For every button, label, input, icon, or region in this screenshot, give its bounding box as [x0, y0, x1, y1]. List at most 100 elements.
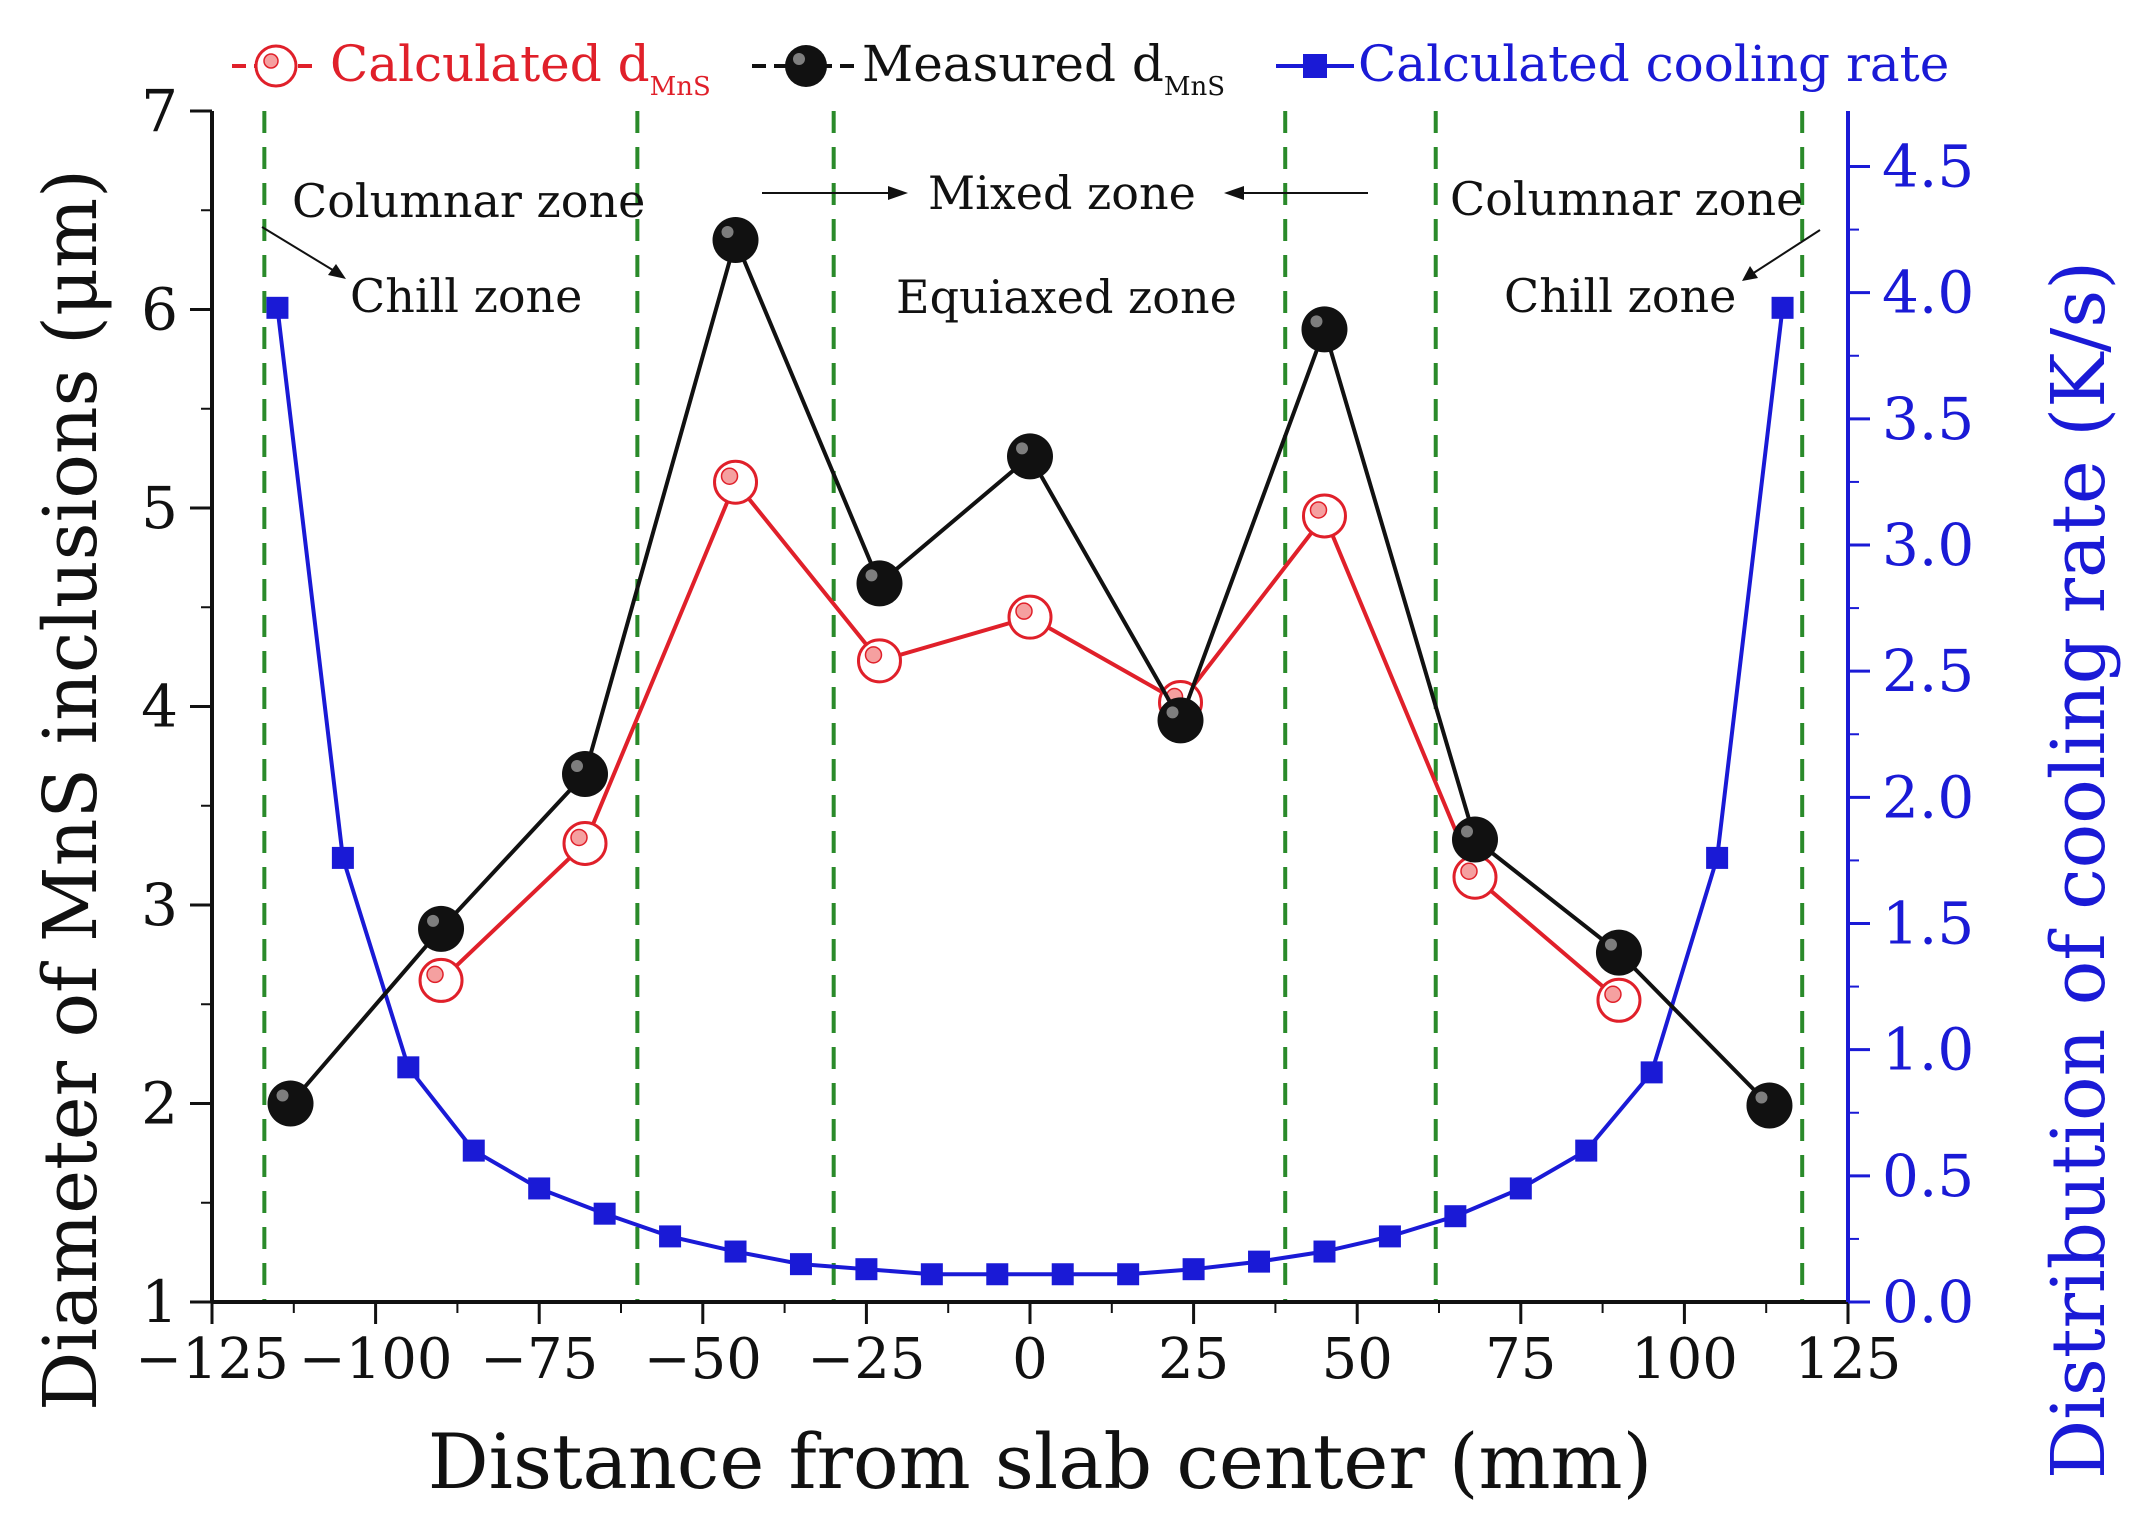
cooling-rate-point: [1117, 1263, 1140, 1286]
x-tick-label: 75: [1485, 1327, 1556, 1392]
right-y-tick-label: 4.0: [1882, 259, 1974, 327]
left-y-axis-title: Diameter of MnS inclusions (μm): [28, 169, 114, 1411]
x-tick-label: −125: [135, 1327, 289, 1392]
left-y-tick-label: 2: [141, 1070, 178, 1138]
x-axis-title: Distance from slab center (mm): [428, 1417, 1653, 1506]
measured-dmns-line: [289, 233, 1771, 1107]
left-y-ticks: 1 2 3 4 5 6 7: [141, 77, 212, 1336]
cooling-rate-point: [920, 1263, 943, 1286]
measured-dmns-point: [712, 217, 759, 264]
left-y-tick-label: 5: [141, 474, 178, 542]
cooling-rate-point: [986, 1263, 1009, 1286]
cooling-rate-point: [528, 1177, 551, 1200]
x-tick-label: 125: [1795, 1327, 1902, 1392]
cooling-rate-point: [1575, 1139, 1598, 1162]
series-calculated-dmns: [418, 459, 1642, 1023]
measured-dmns-point: [856, 560, 903, 607]
calculated-dmns-point-inner: [1604, 985, 1622, 1004]
annotation-chill-right: Chill zone: [1504, 269, 1736, 323]
cooling-rate-point: [593, 1202, 616, 1225]
cooling-rate-point: [1051, 1263, 1074, 1286]
cooling-rate-point: [266, 296, 289, 319]
x-tick-label: −75: [480, 1327, 598, 1392]
right-y-tick-label: 4.5: [1882, 133, 1974, 201]
cooling-rate-point: [1706, 846, 1729, 869]
calculated-dmns-point-inner: [1309, 501, 1328, 519]
right-y-tick-label: 0.5: [1882, 1142, 1974, 1210]
cooling-rate-point: [1313, 1240, 1336, 1263]
x-tick-label: −50: [644, 1327, 762, 1392]
measured-dmns-point-highlight: [1310, 315, 1323, 328]
calculated-dmns-point-inner: [864, 646, 883, 664]
annotation-mixed: Mixed zone: [928, 166, 1196, 220]
cooling-rate-point: [724, 1240, 747, 1263]
measured-dmns-point-highlight: [1016, 442, 1028, 455]
measured-dmns-point: [267, 1080, 314, 1127]
measured-dmns-point-highlight: [427, 914, 440, 927]
annotation-arrowhead-mixed-right: [1224, 186, 1244, 200]
right-y-ticks: 0.0 0.5 1.0 1.5 2.0 2.5 3.0 3.5 4.0 4.5: [1848, 133, 1974, 1336]
measured-dmns-point-highlight: [865, 569, 878, 582]
right-y-axis-title: Distribution of cooling rate (K/s): [2036, 261, 2122, 1479]
legend-marker-calculated-dmns-inner: [263, 53, 279, 69]
cooling-rate-point: [1509, 1177, 1532, 1200]
annotation-arrowhead-right: [1742, 266, 1758, 281]
cooling-rate-point: [855, 1258, 878, 1281]
measured-dmns-point-highlight: [571, 759, 584, 772]
calculated-dmns-line: [439, 478, 1621, 1002]
measured-dmns-point-highlight: [276, 1089, 289, 1102]
measured-dmns-point: [1157, 697, 1204, 744]
cooling-rate-point: [331, 846, 354, 869]
calculated-dmns-point-inner: [1460, 862, 1478, 880]
measured-dmns-point: [1007, 433, 1053, 480]
x-tick-label: −25: [807, 1327, 925, 1392]
cooling-rate-point: [659, 1225, 682, 1248]
cooling-rate-point: [1378, 1225, 1401, 1248]
series-cooling-rate: [266, 296, 1794, 1286]
calculated-dmns-point-inner: [720, 467, 739, 485]
right-y-tick-label: 0.0: [1882, 1268, 1974, 1336]
right-y-tick-label: 2.5: [1882, 637, 1974, 705]
left-y-tick-label: 1: [141, 1268, 178, 1336]
annotation-arrowhead-mixed-left: [888, 186, 908, 200]
x-tick-label: 25: [1158, 1327, 1229, 1392]
annotation-columnar-left: Columnar zone: [292, 174, 645, 228]
left-y-tick-label: 6: [141, 276, 178, 344]
right-y-tick-label: 1.0: [1882, 1016, 1974, 1084]
measured-dmns-point: [1595, 929, 1642, 976]
annotations: Columnar zone Chill zone Mixed zone Equi…: [261, 166, 1821, 324]
measured-dmns-point: [1746, 1082, 1793, 1129]
annotation-equiaxed: Equiaxed zone: [896, 270, 1237, 324]
left-y-tick-label: 3: [141, 871, 178, 939]
cooling-rate-point: [1444, 1205, 1467, 1228]
series-measured-dmns: [267, 217, 1793, 1129]
annotation-columnar-right: Columnar zone: [1450, 172, 1803, 226]
measured-dmns-point-highlight: [1166, 706, 1179, 719]
calculated-dmns-point-inner: [1015, 602, 1033, 620]
cooling-rate-point: [1640, 1061, 1663, 1084]
left-y-tick-label: 4: [141, 673, 178, 741]
annotation-arrow-left: [261, 226, 337, 273]
cooling-rate-point: [1182, 1258, 1205, 1281]
x-tick-label: 50: [1322, 1327, 1393, 1392]
measured-dmns-point-highlight: [1460, 825, 1473, 838]
cooling-rate-point: [397, 1056, 420, 1079]
calculated-dmns-point-inner: [570, 828, 588, 847]
legend-label-measured-dmns: Measured dMnS: [862, 35, 1225, 102]
annotation-chill-left: Chill zone: [350, 269, 582, 323]
annotation-arrow-right: [1751, 229, 1821, 275]
legend-marker-cooling-rate: [1303, 54, 1327, 78]
right-y-tick-label: 2.0: [1882, 763, 1974, 831]
cooling-rate-point: [1248, 1250, 1271, 1273]
right-y-tick-label: 1.5: [1882, 890, 1974, 958]
measured-dmns-point-highlight: [721, 226, 734, 239]
measured-dmns-point-highlight: [1755, 1091, 1768, 1104]
x-tick-label: 0: [1012, 1327, 1048, 1392]
legend-marker-measured-dmns: [785, 45, 827, 87]
legend-label-cooling-rate: Calculated cooling rate: [1358, 35, 1949, 93]
right-y-tick-label: 3.0: [1882, 511, 1974, 579]
annotation-arrowhead-left: [328, 264, 346, 279]
legend-label-calculated-dmns: Calculated dMnS: [330, 35, 711, 102]
measured-dmns-point: [1301, 306, 1348, 353]
